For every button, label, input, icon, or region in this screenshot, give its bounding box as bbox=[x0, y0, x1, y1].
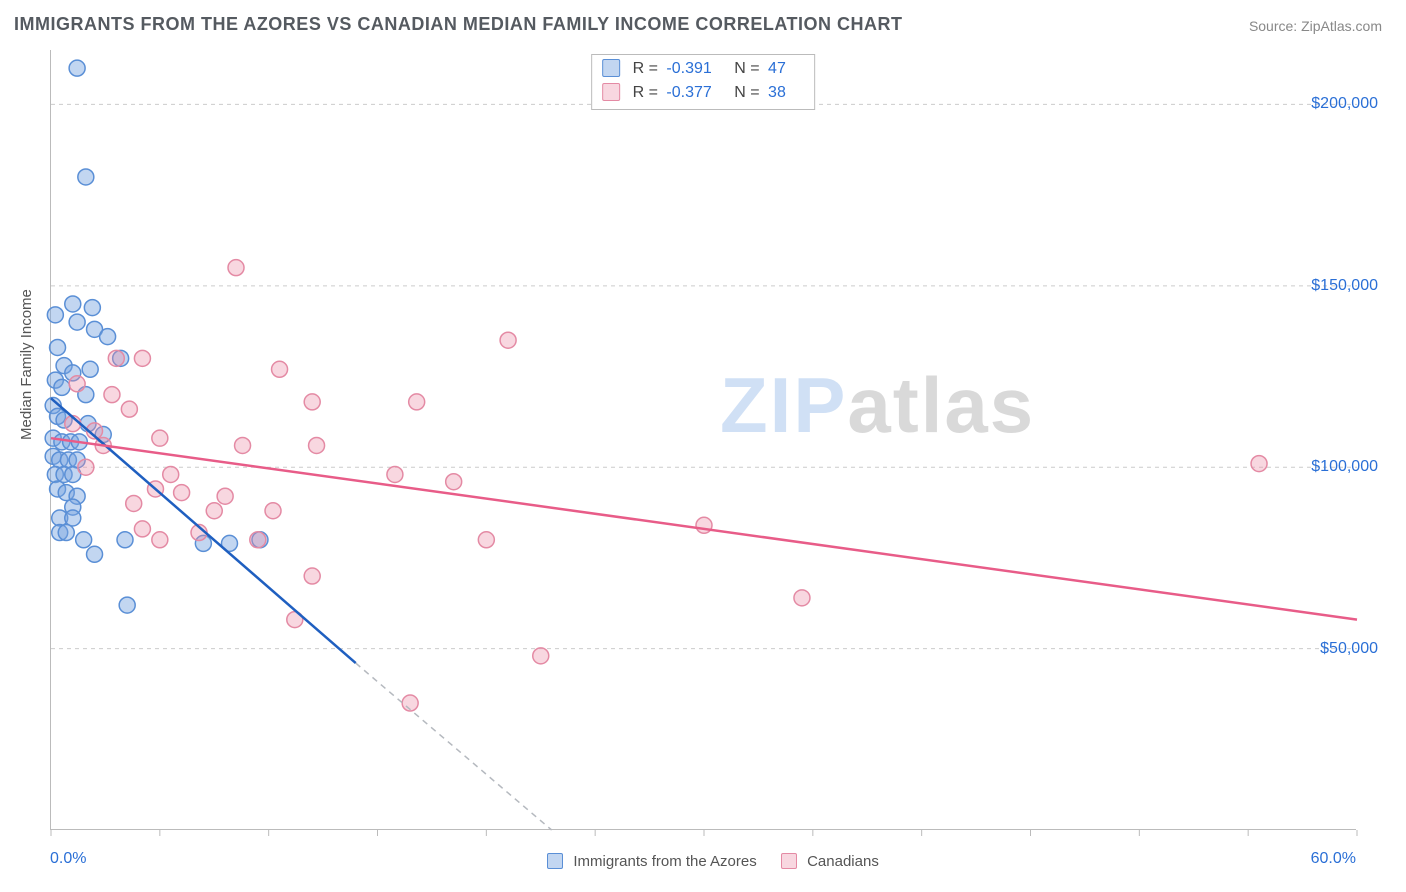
n-label: N = bbox=[734, 60, 759, 77]
y-axis-label: Median Family Income bbox=[18, 289, 35, 440]
legend-label-a: Immigrants from the Azores bbox=[573, 853, 756, 870]
source-value: ZipAtlas.com bbox=[1301, 18, 1382, 34]
legend-swatch-a bbox=[602, 59, 620, 77]
y-tick-label: $200,000 bbox=[1311, 95, 1378, 113]
chart-source: Source: ZipAtlas.com bbox=[1249, 18, 1382, 34]
legend-swatch-b bbox=[602, 83, 620, 101]
r-value-a: -0.391 bbox=[666, 60, 711, 77]
scatter-plot bbox=[51, 50, 1356, 829]
legend-label-b: Canadians bbox=[807, 853, 879, 870]
r-value-b: -0.377 bbox=[666, 84, 711, 101]
bottom-legend: Immigrants from the Azores Canadians bbox=[0, 853, 1406, 870]
y-tick-label: $50,000 bbox=[1320, 640, 1378, 658]
n-value-a: 47 bbox=[768, 60, 786, 77]
legend-swatch-a bbox=[547, 853, 563, 869]
r-label: R = bbox=[633, 60, 658, 77]
stats-legend: R = -0.391 N = 47 R = -0.377 N = 38 bbox=[591, 54, 815, 110]
n-value-b: 38 bbox=[768, 84, 786, 101]
stats-row-a: R = -0.391 N = 47 bbox=[602, 57, 804, 81]
chart-title: IMMIGRANTS FROM THE AZORES VS CANADIAN M… bbox=[14, 14, 903, 35]
n-label: N = bbox=[734, 84, 759, 101]
stats-row-b: R = -0.377 N = 38 bbox=[602, 81, 804, 105]
legend-swatch-b bbox=[781, 853, 797, 869]
y-tick-label: $150,000 bbox=[1311, 277, 1378, 295]
r-label: R = bbox=[633, 84, 658, 101]
plot-area bbox=[50, 50, 1356, 830]
source-label: Source: bbox=[1249, 18, 1301, 34]
y-tick-label: $100,000 bbox=[1311, 458, 1378, 476]
